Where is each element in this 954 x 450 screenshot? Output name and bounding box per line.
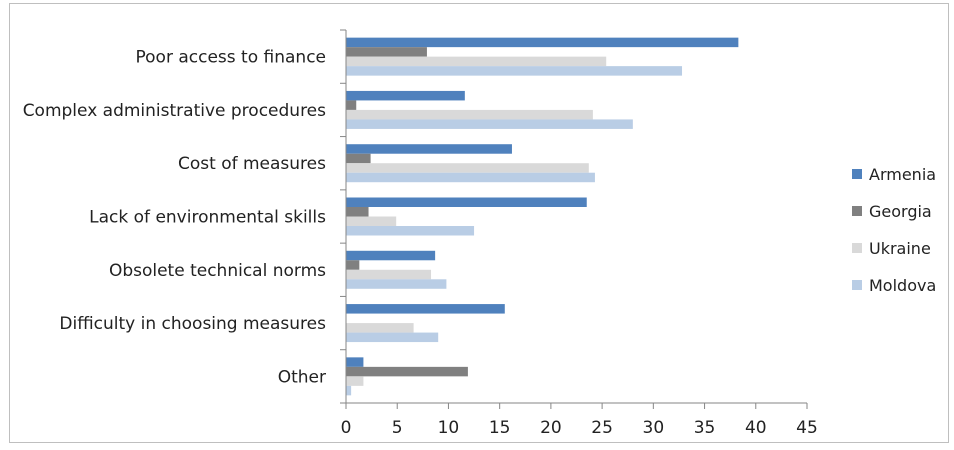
bar-georgia-poor-access-to-finance xyxy=(346,47,427,57)
bar-georgia-complex-administrative-procedures xyxy=(346,100,357,110)
legend-label-moldova: Moldova xyxy=(869,276,936,295)
bar-ukraine-obsolete-technical-norms xyxy=(346,269,432,280)
bar-ukraine-complex-administrative-procedures xyxy=(346,109,593,120)
x-tick-label-0: 0 xyxy=(341,418,352,438)
legend-swatch-ukraine xyxy=(852,243,862,253)
legend-label-armenia: Armenia xyxy=(869,165,936,184)
category-label-other: Other xyxy=(278,367,326,387)
category-label-lack-of-environmental-skills: Lack of environmental skills xyxy=(89,208,326,228)
bar-moldova-lack-of-environmental-skills xyxy=(346,226,475,236)
x-tick-label-30: 30 xyxy=(643,418,665,438)
legend: Armenia Georgia Ukraine Moldova xyxy=(852,165,936,295)
bar-georgia-lack-of-environmental-skills xyxy=(346,207,369,217)
category-label-poor-access-to-finance: Poor access to finance xyxy=(136,48,326,68)
legend-swatch-armenia xyxy=(852,169,862,179)
bar-armenia-obsolete-technical-norms xyxy=(346,250,436,261)
legend-swatch-moldova xyxy=(852,280,862,290)
category-label-complex-administrative-procedures: Complex administrative procedures xyxy=(23,101,326,121)
chart-frame xyxy=(9,3,949,443)
x-tick-label-25: 25 xyxy=(591,418,613,438)
bar-moldova-poor-access-to-finance xyxy=(346,66,683,76)
x-tick-label-15: 15 xyxy=(489,418,511,438)
legend-swatch-georgia xyxy=(852,206,862,216)
x-tick-label-35: 35 xyxy=(694,418,716,438)
bar-armenia-cost-of-measures xyxy=(346,144,512,154)
category-label-cost-of-measures: Cost of measures xyxy=(178,154,326,174)
bar-georgia-obsolete-technical-norms xyxy=(346,260,360,270)
axes-group xyxy=(340,29,808,409)
bar-ukraine-lack-of-environmental-skills xyxy=(346,216,397,226)
x-tick-label-5: 5 xyxy=(392,418,403,438)
bar-moldova-cost-of-measures xyxy=(346,172,595,183)
bar-armenia-lack-of-environmental-skills xyxy=(346,197,587,207)
x-tick-label-20: 20 xyxy=(540,418,562,438)
bar-ukraine-other xyxy=(346,376,364,386)
bar-armenia-other xyxy=(346,357,364,367)
x-tick-label-10: 10 xyxy=(438,418,460,438)
bar-armenia-complex-administrative-procedures xyxy=(346,90,465,101)
x-tick-label-45: 45 xyxy=(796,418,818,438)
labels-group: Poor access to finance Complex administra… xyxy=(23,48,818,438)
bar-ukraine-difficulty-in-choosing-measures xyxy=(346,323,414,333)
legend-label-ukraine: Ukraine xyxy=(869,239,931,258)
bar-armenia-poor-access-to-finance xyxy=(346,37,739,48)
bar-moldova-obsolete-technical-norms xyxy=(346,279,447,289)
bar-ukraine-cost-of-measures xyxy=(346,163,589,173)
bar-georgia-cost-of-measures xyxy=(346,153,371,164)
bar-ukraine-poor-access-to-finance xyxy=(346,56,607,67)
category-label-obsolete-technical-norms: Obsolete technical norms xyxy=(109,261,326,281)
bar-moldova-complex-administrative-procedures xyxy=(346,119,633,129)
bar-georgia-other xyxy=(346,366,468,377)
legend-label-georgia: Georgia xyxy=(869,202,932,221)
bar-moldova-difficulty-in-choosing-measures xyxy=(346,332,439,343)
x-tick-label-40: 40 xyxy=(745,418,767,438)
bar-armenia-difficulty-in-choosing-measures xyxy=(346,304,505,314)
bar-moldova-other xyxy=(346,385,352,396)
bars-group xyxy=(346,37,739,396)
category-label-difficulty-in-choosing-measures: Difficulty in choosing measures xyxy=(59,314,326,334)
